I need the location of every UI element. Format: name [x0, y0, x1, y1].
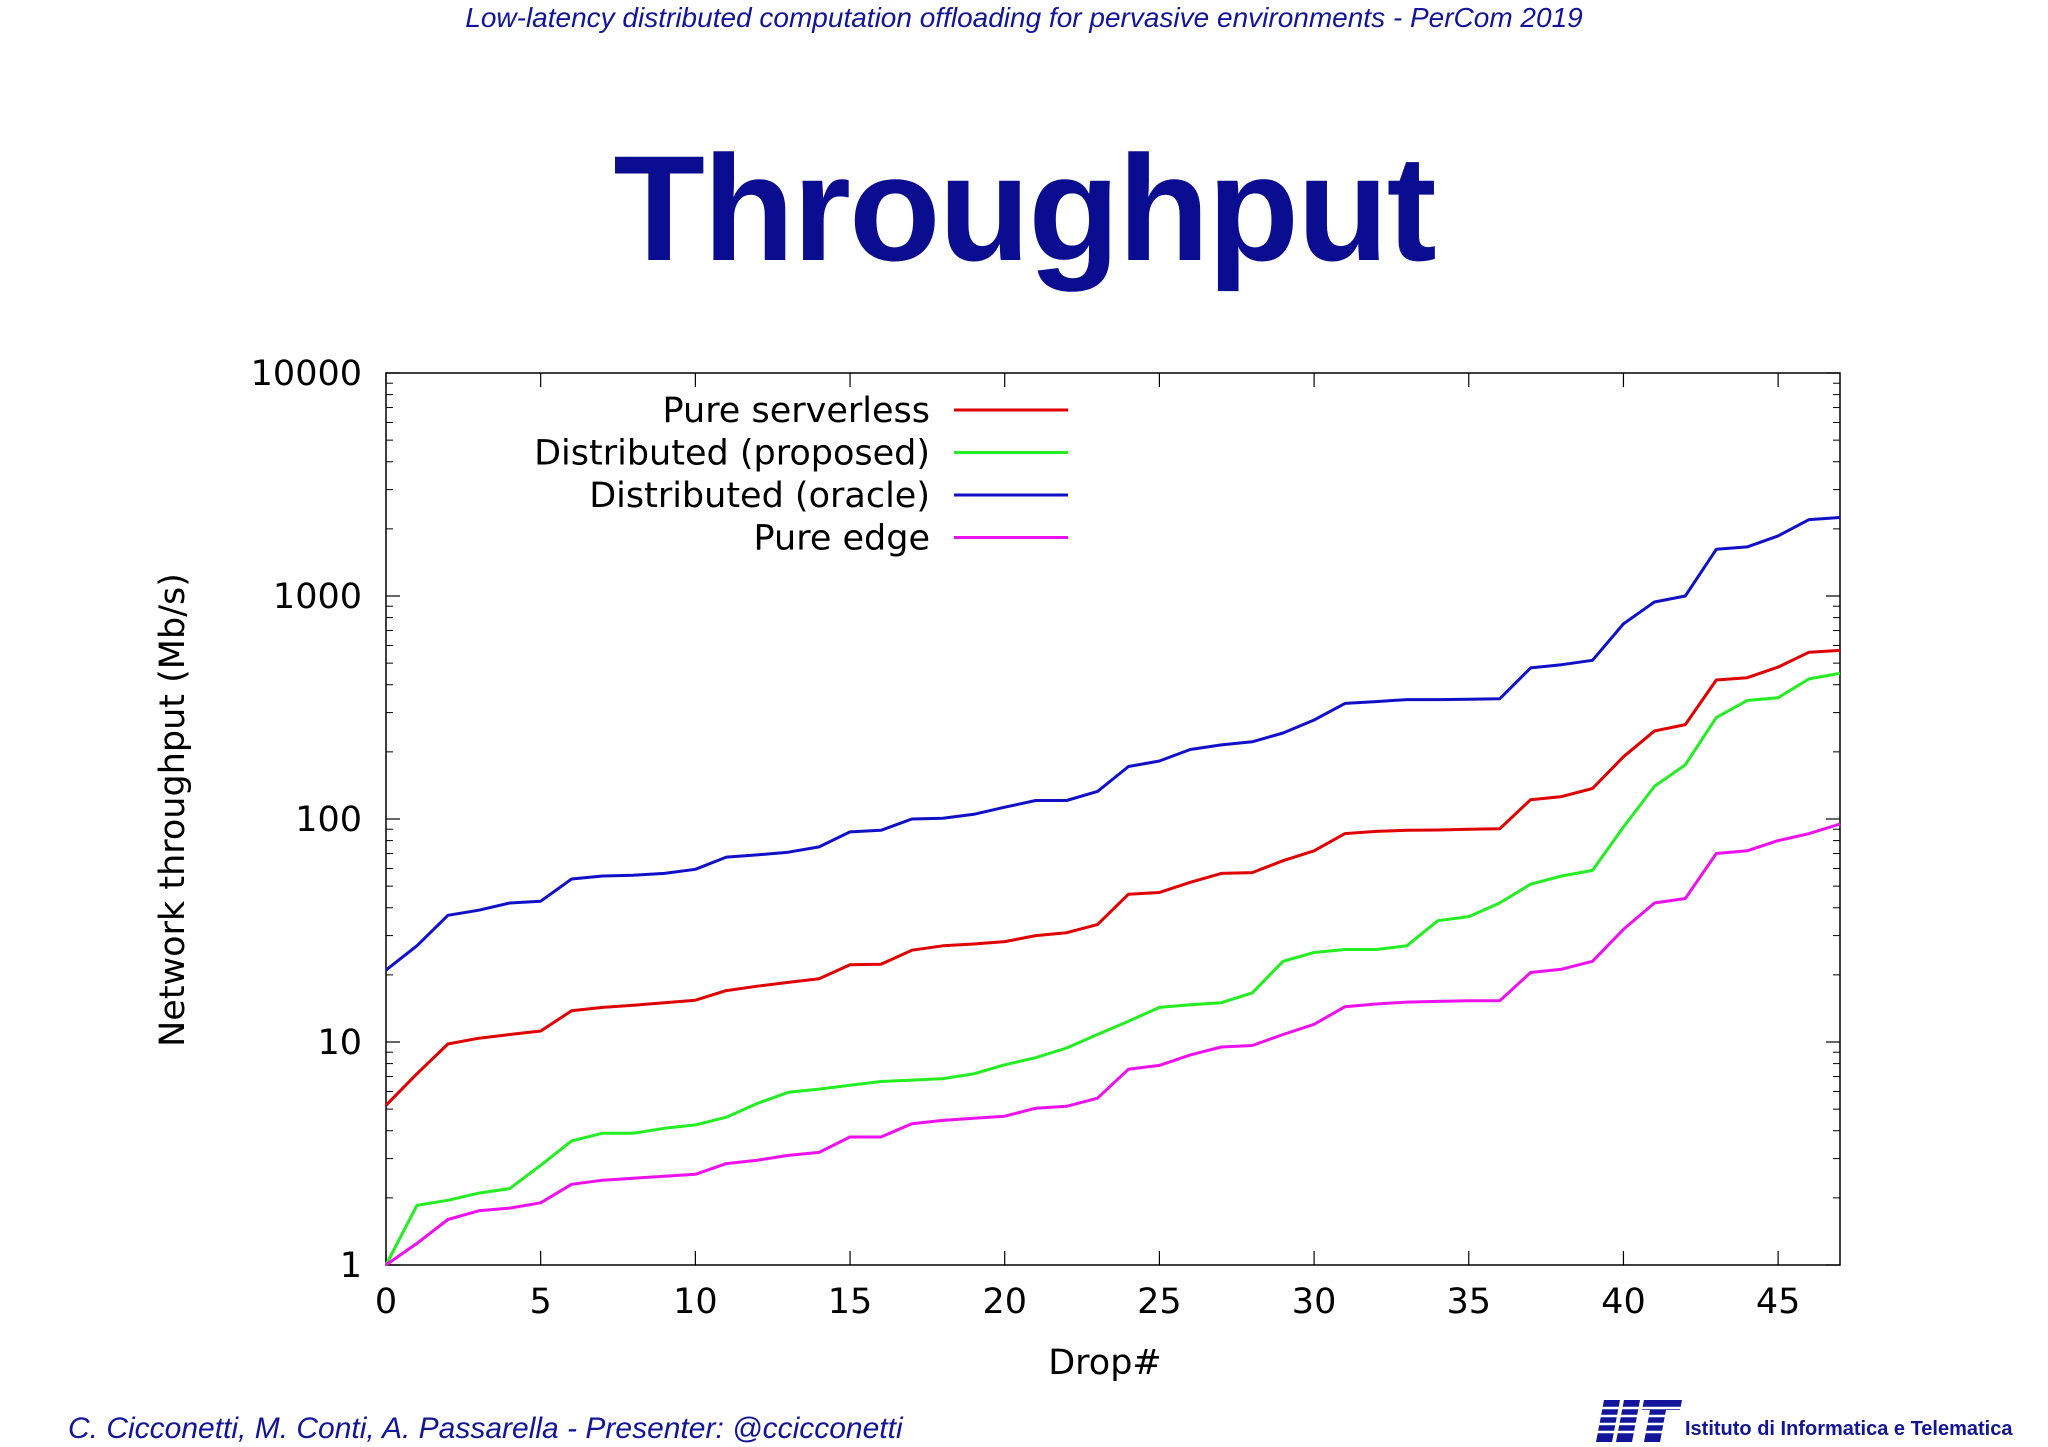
series-line-distributed-oracle: [385, 516, 1841, 972]
y-tick-label: 10000: [251, 354, 362, 394]
y-axis-label: Network throughput (Mb/s): [153, 573, 193, 1047]
series-line-distributed-proposed: [384, 671, 1841, 1266]
x-tick-label: 20: [982, 1282, 1027, 1322]
y-tick-label: 1000: [273, 577, 362, 617]
x-tick-label: 5: [530, 1282, 552, 1322]
x-tick-label: 0: [375, 1282, 397, 1322]
institute-name: Istituto di Informatica e Telematica: [1685, 1418, 2013, 1440]
slide-title: Throughput: [613, 124, 1436, 292]
x-tick-label: 30: [1292, 1282, 1337, 1322]
x-tick-label: 45: [1756, 1282, 1801, 1322]
institute-logo: Istituto di Informatica e Telematica: [1582, 1396, 2022, 1444]
x-tick-label: 35: [1446, 1282, 1491, 1322]
y-tick-label: 10: [317, 1023, 362, 1063]
legend-label: Pure edge: [754, 519, 930, 559]
legend-label: Pure serverless: [663, 391, 930, 431]
x-axis-label: Drop#: [1048, 1343, 1162, 1383]
series-line-pure-edge: [385, 822, 1841, 1267]
slide-header: Low-latency distributed computation offl…: [465, 2, 1583, 33]
y-tick-label: 100: [295, 800, 362, 840]
x-tick-label: 15: [828, 1282, 873, 1322]
legend-label: Distributed (oracle): [589, 476, 930, 516]
series-line-pure-serverless: [384, 648, 1841, 1107]
x-tick-label: 40: [1601, 1282, 1646, 1322]
x-tick-label: 25: [1137, 1282, 1182, 1322]
footer-authors: C. Cicconetti, M. Conti, A. Passarella -…: [68, 1412, 903, 1445]
y-tick-label: 1: [340, 1246, 362, 1286]
legend-label: Distributed (proposed): [534, 434, 930, 474]
iit-logo-icon: [1582, 1400, 1682, 1442]
x-tick-label: 10: [673, 1282, 718, 1322]
